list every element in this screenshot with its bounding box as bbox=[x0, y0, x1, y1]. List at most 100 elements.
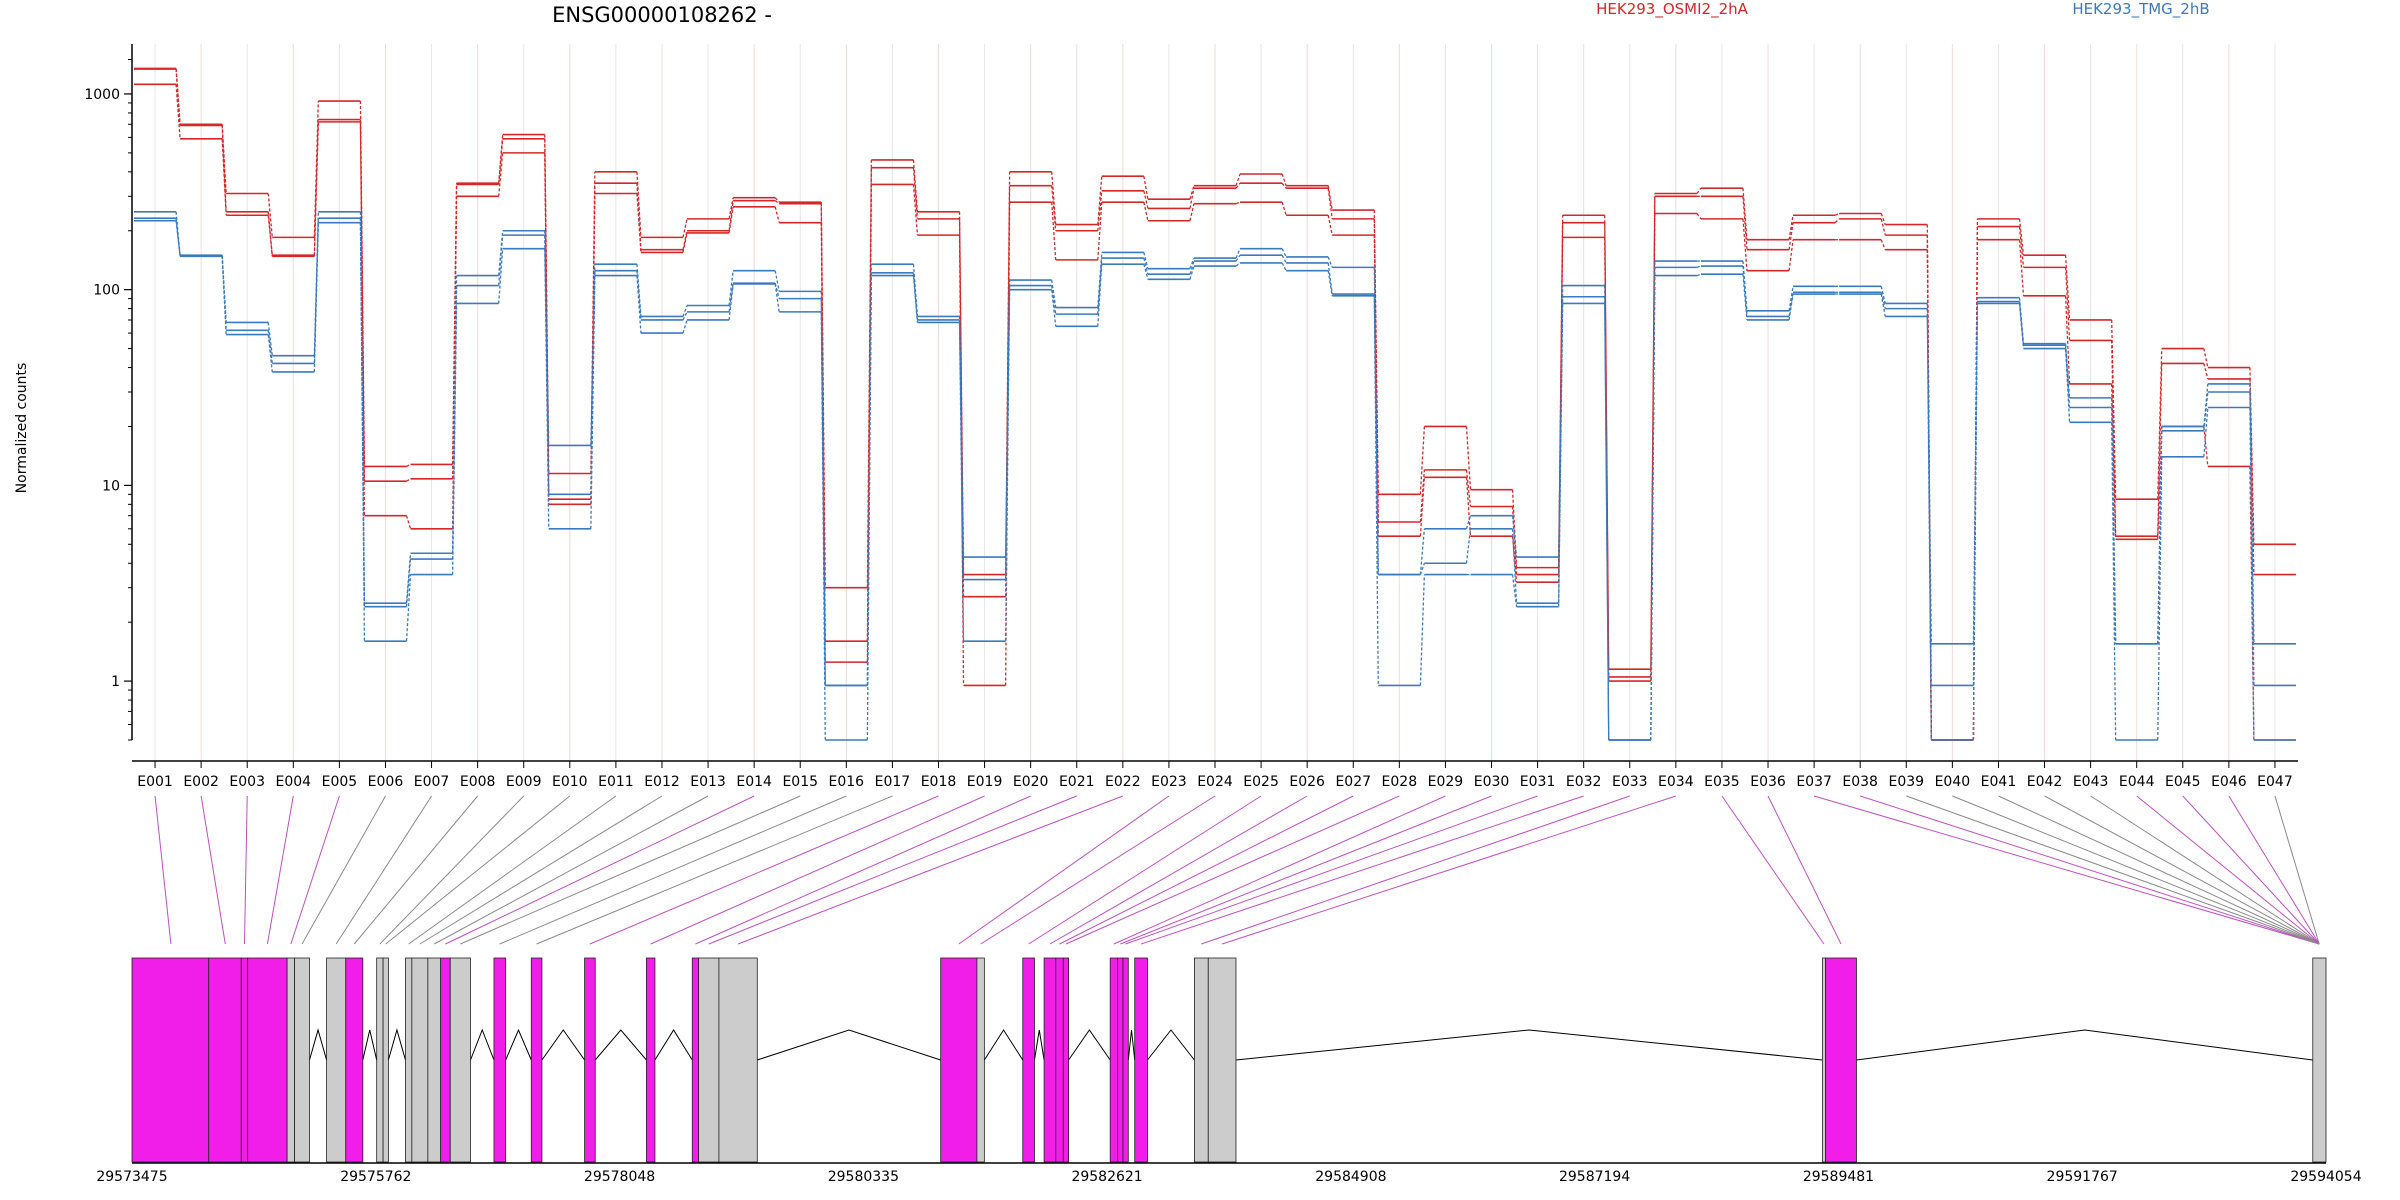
connector-E040 bbox=[1952, 795, 2320, 945]
exon-label-E016: E016 bbox=[829, 774, 865, 790]
series-connector bbox=[1696, 187, 1702, 194]
series-connector bbox=[1281, 173, 1287, 186]
series-connector bbox=[1327, 185, 1333, 211]
exon-label-E043: E043 bbox=[2073, 774, 2109, 790]
exon-block bbox=[449, 957, 471, 1163]
coord-tick-label: 29573475 bbox=[96, 1169, 167, 1185]
series-connector bbox=[1097, 176, 1103, 225]
series-connector bbox=[2249, 407, 2255, 741]
exon-block bbox=[1194, 957, 1209, 1163]
exon-block bbox=[2312, 957, 2327, 1163]
series-connector bbox=[2203, 363, 2209, 380]
gene-model bbox=[131, 957, 2327, 1163]
series-connector bbox=[2111, 340, 2117, 537]
exon-block bbox=[493, 957, 507, 1163]
exon-block bbox=[1109, 957, 1119, 1163]
series-connector bbox=[728, 283, 734, 321]
exon-block bbox=[718, 957, 758, 1163]
series-connector bbox=[267, 215, 273, 257]
series-connector bbox=[682, 230, 688, 250]
series-connector bbox=[682, 319, 688, 334]
intron-line bbox=[757, 1029, 941, 1061]
exon-block bbox=[976, 957, 985, 1163]
series-connector bbox=[1972, 303, 1979, 741]
series-connector bbox=[1189, 185, 1195, 200]
intron-line bbox=[1856, 1029, 2313, 1061]
series-connector bbox=[405, 515, 412, 529]
series-connector bbox=[451, 303, 458, 575]
series-connector bbox=[1419, 528, 1426, 575]
series-connector bbox=[1465, 426, 1472, 490]
intron-line bbox=[1147, 1029, 1195, 1061]
series-connector bbox=[1189, 260, 1195, 275]
series-connector bbox=[1788, 239, 1794, 271]
series-connector bbox=[1465, 528, 1472, 564]
intron-line bbox=[309, 1028, 328, 1061]
series-connector bbox=[912, 167, 919, 219]
exon-label-E002: E002 bbox=[183, 774, 219, 790]
series-connector bbox=[1097, 258, 1103, 315]
y-tick-label: 100 bbox=[93, 283, 120, 299]
series-connector bbox=[682, 232, 688, 253]
exon-block bbox=[286, 957, 295, 1163]
exon-block bbox=[382, 957, 389, 1163]
connector-E010 bbox=[385, 795, 571, 945]
exon-label-E036: E036 bbox=[1750, 774, 1786, 790]
series-connector bbox=[1189, 257, 1195, 269]
series-connector bbox=[1143, 190, 1149, 209]
series-connector bbox=[1143, 176, 1149, 200]
y-axis: 1 10 100 1000 bbox=[84, 44, 133, 741]
exon-label-E040: E040 bbox=[1935, 774, 1971, 790]
series-connector bbox=[1650, 196, 1656, 677]
coord-tick-label: 29580335 bbox=[828, 1169, 899, 1185]
connector-E030 bbox=[1120, 795, 1492, 945]
series-connector bbox=[1696, 273, 1702, 277]
series-connector bbox=[2203, 348, 2209, 368]
series-connector bbox=[1419, 563, 1425, 575]
connector-E029 bbox=[1113, 795, 1446, 945]
connector-E025 bbox=[1028, 795, 1262, 945]
series-connector bbox=[175, 69, 181, 126]
connector-E006 bbox=[301, 795, 386, 945]
exon-label-E045: E045 bbox=[2165, 774, 2201, 790]
series-lines bbox=[134, 67, 2296, 741]
connector-E016 bbox=[499, 795, 847, 945]
series-connector bbox=[2018, 226, 2025, 268]
exon-block bbox=[326, 957, 347, 1163]
connector-E035 bbox=[1721, 795, 1825, 945]
exon-block bbox=[427, 957, 442, 1163]
exon-block bbox=[1117, 957, 1124, 1163]
series-connector bbox=[1742, 218, 1748, 271]
x-axis: E001 E002 E003 E004 E005 E006 E007 E008 E009 E010… bbox=[132, 760, 2298, 790]
series-connector bbox=[1189, 203, 1195, 221]
y-tick-label: 1000 bbox=[84, 87, 120, 103]
connector-E012 bbox=[419, 795, 663, 945]
series-connector bbox=[1788, 293, 1794, 321]
connector-E005 bbox=[290, 795, 340, 945]
series-connector bbox=[2064, 348, 2071, 423]
exon-label-E047: E047 bbox=[2257, 774, 2293, 790]
series-connector bbox=[1143, 257, 1149, 275]
exon-label-E019: E019 bbox=[967, 774, 1003, 790]
connector-E034 bbox=[1221, 795, 1677, 945]
exon-label-E031: E031 bbox=[1520, 774, 1556, 790]
series-connector bbox=[728, 206, 734, 234]
series-connector bbox=[498, 138, 504, 185]
series-connector bbox=[1511, 574, 1518, 607]
series-connector bbox=[682, 305, 688, 317]
series-connector bbox=[1235, 254, 1241, 262]
gridlines bbox=[154, 44, 2276, 760]
connector-E003 bbox=[243, 795, 248, 945]
exon-block bbox=[345, 957, 364, 1163]
series-connector bbox=[1696, 213, 1702, 220]
series-connector bbox=[1419, 574, 1426, 686]
series-connector bbox=[498, 235, 504, 286]
exon-block bbox=[1821, 957, 1826, 1163]
series-connector bbox=[1004, 280, 1011, 558]
series-connector bbox=[682, 311, 688, 321]
exon-block bbox=[411, 957, 429, 1163]
exon-label-E001: E001 bbox=[137, 774, 173, 790]
series-connector bbox=[2018, 218, 2025, 256]
connector-E018 bbox=[589, 795, 939, 945]
